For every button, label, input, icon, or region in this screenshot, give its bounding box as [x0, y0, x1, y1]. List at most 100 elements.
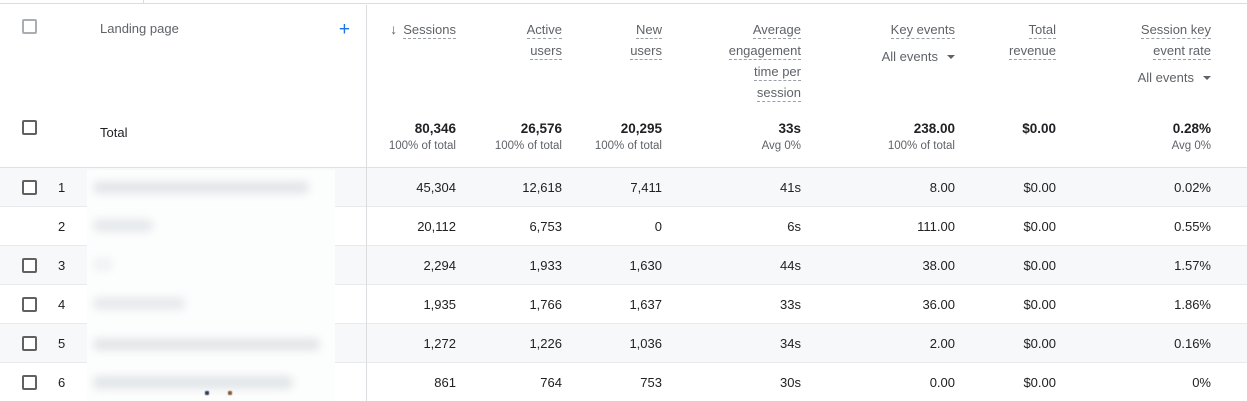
row-checkbox-cell [0, 375, 56, 390]
total-metric-session-key-event-rate: 0.28% Avg 0% [1066, 108, 1247, 167]
cell-value: 36.00 [922, 296, 955, 312]
add-dimension-button[interactable]: + [338, 19, 350, 40]
cell-sessions: 20,112 [366, 219, 466, 234]
cell-key-events: 8.00 [811, 180, 965, 195]
row-number: 5 [56, 336, 90, 351]
cell-total-revenue: $0.00 [965, 219, 1066, 234]
cell-avg-engagement-time: 6s [672, 219, 811, 234]
cell-new-users: 7,411 [572, 180, 672, 195]
row-number-label: 1 [58, 179, 66, 195]
cell-value: $0.00 [1023, 296, 1056, 312]
row-number: 6 [56, 375, 90, 390]
event-filter-label: All events [881, 49, 938, 64]
cell-active-users: 1,766 [466, 297, 572, 312]
cell-value: $0.00 [1023, 179, 1056, 195]
total-label: Total [100, 125, 128, 140]
column-header-session-key-event-rate[interactable]: Session key event rate All events [1066, 5, 1247, 108]
cell-value: 1,226 [529, 335, 562, 351]
cell-total-revenue: $0.00 [965, 297, 1066, 312]
cell-value: 0.02% [1174, 179, 1211, 195]
cell-total-revenue: $0.00 [965, 180, 1066, 195]
total-value: $0.00 [1022, 121, 1056, 136]
total-value: 33s [778, 121, 801, 136]
landing-page-link-redacted[interactable] [93, 376, 293, 389]
cell-value: 1,766 [529, 296, 562, 312]
cell-sessions: 2,294 [366, 258, 466, 273]
column-header-key-events[interactable]: Key events All events [811, 5, 965, 108]
cell-value: 34s [780, 335, 801, 351]
total-subtext: 100% of total [388, 140, 456, 152]
cell-value: 0.55% [1174, 218, 1211, 234]
row-number: 1 [56, 180, 90, 195]
cell-value: 6s [787, 218, 801, 234]
column-header-avg-engagement-time[interactable]: Average engagement time per session [672, 5, 811, 108]
select-all-checkbox[interactable] [22, 19, 37, 34]
column-header-new-users[interactable]: New users [572, 5, 672, 108]
cell-new-users: 1,630 [572, 258, 672, 273]
cell-value: 753 [640, 375, 662, 390]
cell-value: 38.00 [922, 257, 955, 273]
total-value: 80,346 [414, 121, 456, 136]
cell-session-key-event-rate: 1.57% [1066, 258, 1247, 273]
cell-total-revenue: $0.00 [965, 375, 1066, 390]
row-number-label: 3 [58, 257, 66, 273]
row-checkbox[interactable] [22, 179, 37, 195]
event-filter-dropdown-key-events[interactable]: All events [811, 46, 955, 67]
total-metric-active-users: 26,576 100% of total [466, 108, 572, 167]
header-checkbox-cell [0, 5, 56, 108]
row-checkbox[interactable] [22, 296, 37, 312]
cell-value: 6,753 [529, 218, 562, 234]
favicon-speck [228, 391, 232, 395]
cell-session-key-event-rate: 0.16% [1066, 336, 1247, 351]
event-filter-dropdown-session-key-event-rate[interactable]: All events [1066, 67, 1211, 88]
cell-value: 20,112 [417, 218, 456, 234]
column-header-total-revenue[interactable]: Total revenue [965, 5, 1066, 108]
totals-row: Total 80,346 100% of total 26,576 100% of t… [0, 108, 1247, 168]
landing-page-column-header[interactable]: Landing page [100, 21, 179, 36]
cell-value: 764 [540, 375, 562, 390]
column-header-sessions[interactable]: ↓ Sessions [366, 5, 466, 108]
cell-value: $0.00 [1023, 257, 1056, 273]
cell-value: 0% [1192, 375, 1211, 390]
cell-total-revenue: $0.00 [965, 336, 1066, 351]
cell-value: 1,933 [529, 257, 562, 273]
cell-total-revenue: $0.00 [965, 258, 1066, 273]
column-header-label: revenue [1009, 43, 1056, 60]
cell-active-users: 1,226 [466, 336, 572, 351]
cell-value: 1,036 [629, 335, 662, 351]
landing-page-link-redacted[interactable] [93, 338, 320, 351]
cell-new-users: 1,036 [572, 336, 672, 351]
cell-key-events: 2.00 [811, 336, 965, 351]
cell-value: 111.00 [917, 218, 955, 234]
cell-key-events: 38.00 [811, 258, 965, 273]
dropdown-caret-icon [1203, 76, 1211, 80]
row-checkbox-cell [0, 296, 56, 312]
table-row: 2 20,112 6,753 0 6s 111.00 $0.00 0.55% [0, 207, 1247, 246]
cell-value: $0.00 [1023, 375, 1056, 390]
column-header-active-users[interactable]: Active users [466, 5, 572, 108]
column-header-label: Total [1028, 22, 1056, 39]
landing-page-link-redacted[interactable] [93, 297, 185, 310]
total-value: 26,576 [520, 121, 562, 136]
cell-value: 45,304 [416, 179, 456, 195]
landing-page-link-redacted[interactable] [93, 181, 309, 194]
row-checkbox[interactable] [22, 335, 37, 351]
row-checkbox[interactable] [22, 375, 37, 390]
favicon-speck [205, 391, 209, 395]
landing-page-link-redacted[interactable] [93, 219, 153, 232]
redacted-landing-pages-region [87, 170, 335, 401]
cell-new-users: 1,637 [572, 297, 672, 312]
total-row-checkbox[interactable] [22, 120, 37, 135]
total-metric-sessions: 80,346 100% of total [366, 108, 466, 167]
landing-page-link-redacted[interactable] [93, 258, 113, 271]
cell-value: $0.00 [1023, 218, 1056, 234]
total-value: 0.28% [1172, 121, 1211, 136]
row-checkbox[interactable] [22, 257, 37, 273]
cell-sessions: 861 [366, 375, 466, 390]
cell-value: 1.57% [1174, 257, 1211, 273]
cell-value: 33s [780, 296, 801, 312]
cell-key-events: 111.00 [811, 219, 965, 234]
row-number-label: 6 [58, 375, 66, 390]
cell-avg-engagement-time: 33s [672, 297, 811, 312]
total-subtext: 100% of total [594, 140, 662, 152]
